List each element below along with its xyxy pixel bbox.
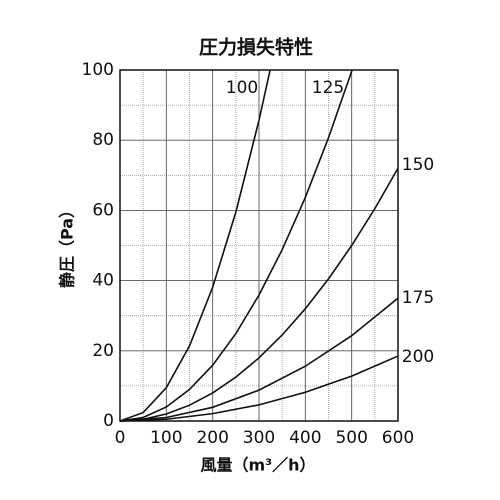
y-tick-label: 80 bbox=[92, 130, 114, 150]
plot-frame bbox=[119, 69, 399, 422]
series-label: 125 bbox=[312, 78, 344, 98]
y-tick-label: 100 bbox=[82, 60, 114, 80]
x-tick-label: 500 bbox=[335, 428, 367, 448]
curve bbox=[119, 69, 271, 422]
series-label: 175 bbox=[402, 288, 434, 308]
series-label: 150 bbox=[402, 155, 434, 175]
curve bbox=[119, 355, 399, 422]
y-axis-title: 静圧（Pa） bbox=[58, 202, 77, 288]
chart-title: 圧力損失特性 bbox=[199, 36, 313, 59]
y-tick-label: 40 bbox=[92, 271, 114, 291]
series-label: 200 bbox=[402, 347, 434, 367]
y-tick-label: 0 bbox=[103, 411, 114, 431]
y-tick-label: 20 bbox=[92, 341, 114, 361]
y-tick-label: 60 bbox=[92, 200, 114, 220]
x-axis-title: 風量（m³／h） bbox=[200, 456, 315, 475]
x-tick-label: 300 bbox=[243, 428, 275, 448]
curve bbox=[119, 167, 399, 422]
x-tick-label: 600 bbox=[382, 428, 414, 448]
curve bbox=[119, 69, 353, 422]
curve bbox=[119, 297, 399, 422]
x-tick-label: 200 bbox=[196, 428, 228, 448]
series-label: 100 bbox=[226, 78, 258, 98]
x-tick-label: 400 bbox=[289, 428, 321, 448]
x-tick-label: 0 bbox=[115, 428, 126, 448]
x-tick-label: 100 bbox=[150, 428, 182, 448]
